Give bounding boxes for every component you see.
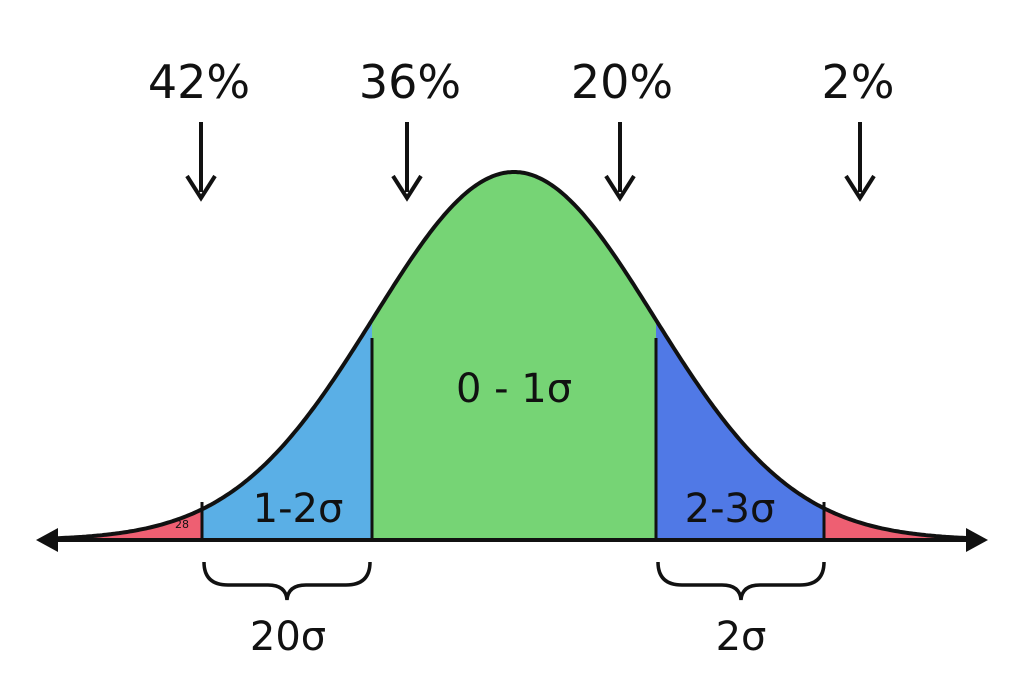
left-region [202,320,372,540]
left-brace-label: 20σ [250,614,326,660]
down-arrow-1 [185,122,217,202]
percent-label-2: 36% [359,55,461,109]
center-region-label: 0 - 1σ [456,366,572,412]
percent-label-3: 20% [571,55,673,109]
left-brace [202,561,372,601]
left-region-label: 1-2σ [253,486,344,532]
right-brace [656,561,826,601]
down-arrow-3 [604,122,636,202]
percent-label-1: 42% [148,55,250,109]
right-region [656,320,824,540]
center-region [372,172,656,540]
right-tail-region [824,508,976,540]
left-tail-region [52,509,202,540]
axis-left-arrowhead [36,528,58,552]
down-arrow-4 [844,122,876,202]
bell-curve [51,170,977,541]
axis-right-arrowhead [966,528,988,552]
percent-label-4: 2% [822,55,895,109]
left-tail-small-label: 28 [175,518,189,531]
down-arrow-2 [391,122,423,202]
right-brace-label: 2σ [716,614,767,660]
right-region-label: 2-3σ [685,486,776,532]
